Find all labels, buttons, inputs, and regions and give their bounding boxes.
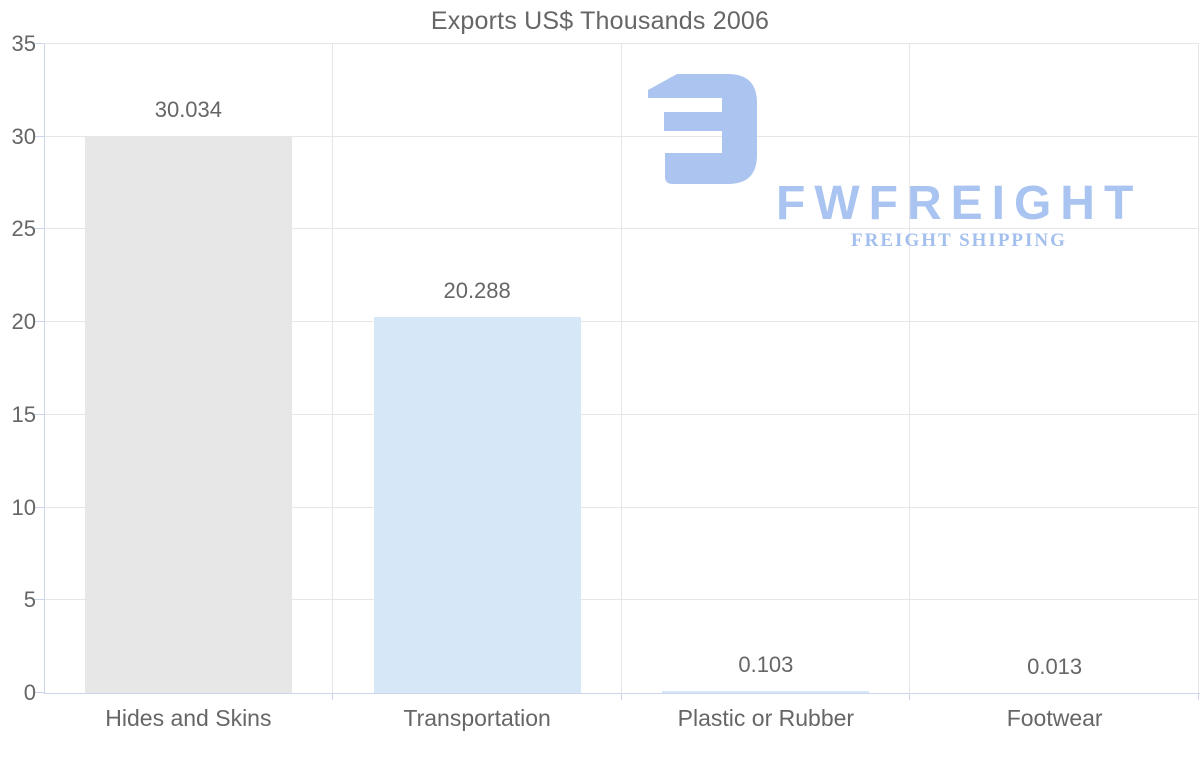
logo-wordmark: FWFREIGHT — [776, 177, 1143, 230]
y-axis-line — [44, 44, 45, 693]
x-axis-tick — [621, 694, 622, 700]
x-axis-tick — [1198, 694, 1199, 700]
bar-value-label: 20.288 — [443, 277, 511, 303]
bar-value-label: 0.013 — [1027, 653, 1083, 679]
bar-value-label: 30.034 — [154, 97, 223, 123]
y-axis-tick — [34, 599, 44, 601]
logo-subtitle: FREIGHT SHIPPING — [851, 230, 1067, 251]
bar-transportation[interactable] — [373, 316, 581, 693]
x-axis-tick — [909, 694, 910, 700]
v-gridline — [909, 44, 910, 693]
y-axis-label: 30 — [11, 123, 36, 149]
y-axis-label: 20 — [11, 309, 36, 335]
y-axis-tick — [34, 506, 44, 508]
x-axis-label: Footwear — [1006, 705, 1103, 731]
y-axis-tick — [34, 692, 44, 693]
v-gridline — [1198, 44, 1199, 693]
y-axis-tick — [34, 321, 44, 323]
x-axis-line — [44, 693, 1200, 694]
fwfreight-logo: FWFREIGHT FREIGHT SHIPPING — [648, 73, 1148, 251]
bar-plastic-or-rubber[interactable] — [662, 691, 870, 693]
chart-title: Exports US$ Thousands 2006 — [430, 7, 770, 35]
fwfreight-logo-glyph — [648, 74, 757, 184]
v-gridline — [621, 44, 622, 693]
y-axis-tick — [34, 43, 44, 44]
y-axis-label: 10 — [11, 494, 36, 520]
x-axis-tick — [332, 694, 333, 700]
y-axis-label: 0 — [23, 680, 36, 705]
y-axis-label: 35 — [11, 31, 36, 56]
bar-hides-and-skins[interactable] — [84, 136, 292, 693]
y-axis-label: 25 — [11, 216, 36, 242]
x-axis-label: Transportation — [403, 705, 551, 731]
y-axis-label: 5 — [23, 587, 36, 613]
y-axis-label: 15 — [11, 401, 36, 427]
y-axis-tick — [34, 135, 44, 137]
h-gridline — [44, 43, 1199, 44]
y-axis-tick — [34, 413, 44, 415]
plot-area: 30.034 20.288 0.103 0.013 — [44, 43, 1199, 694]
y-axis-tick — [34, 228, 44, 230]
x-axis-label: Hides and Skins — [105, 705, 272, 731]
v-gridline — [332, 44, 333, 693]
x-axis-label: Plastic or Rubber — [677, 705, 855, 731]
bar-value-label: 0.103 — [738, 652, 794, 678]
